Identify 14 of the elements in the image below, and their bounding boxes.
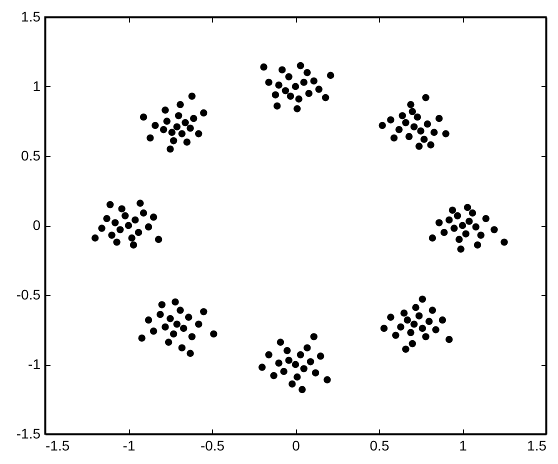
y-tick-label: 1.5	[21, 8, 41, 24]
y-tick-label: -1	[28, 356, 41, 372]
y-tick-label: 0	[32, 217, 41, 233]
x-tick-label: 0	[292, 438, 300, 454]
x-tick-label: 0.5	[370, 438, 390, 454]
x-tick-label: -1	[122, 438, 136, 454]
y-tick-label: -0.5	[16, 286, 41, 302]
y-tick-label: -1.5	[16, 426, 41, 442]
x-tick-label: 1	[459, 438, 468, 454]
x-tick-label: -1.5	[46, 438, 70, 454]
x-tick-label: -0.5	[200, 438, 225, 454]
y-tick-label: 0.5	[21, 148, 41, 164]
y-tick-label: 1	[32, 78, 41, 94]
x-tick-label: 1.5	[527, 438, 547, 454]
